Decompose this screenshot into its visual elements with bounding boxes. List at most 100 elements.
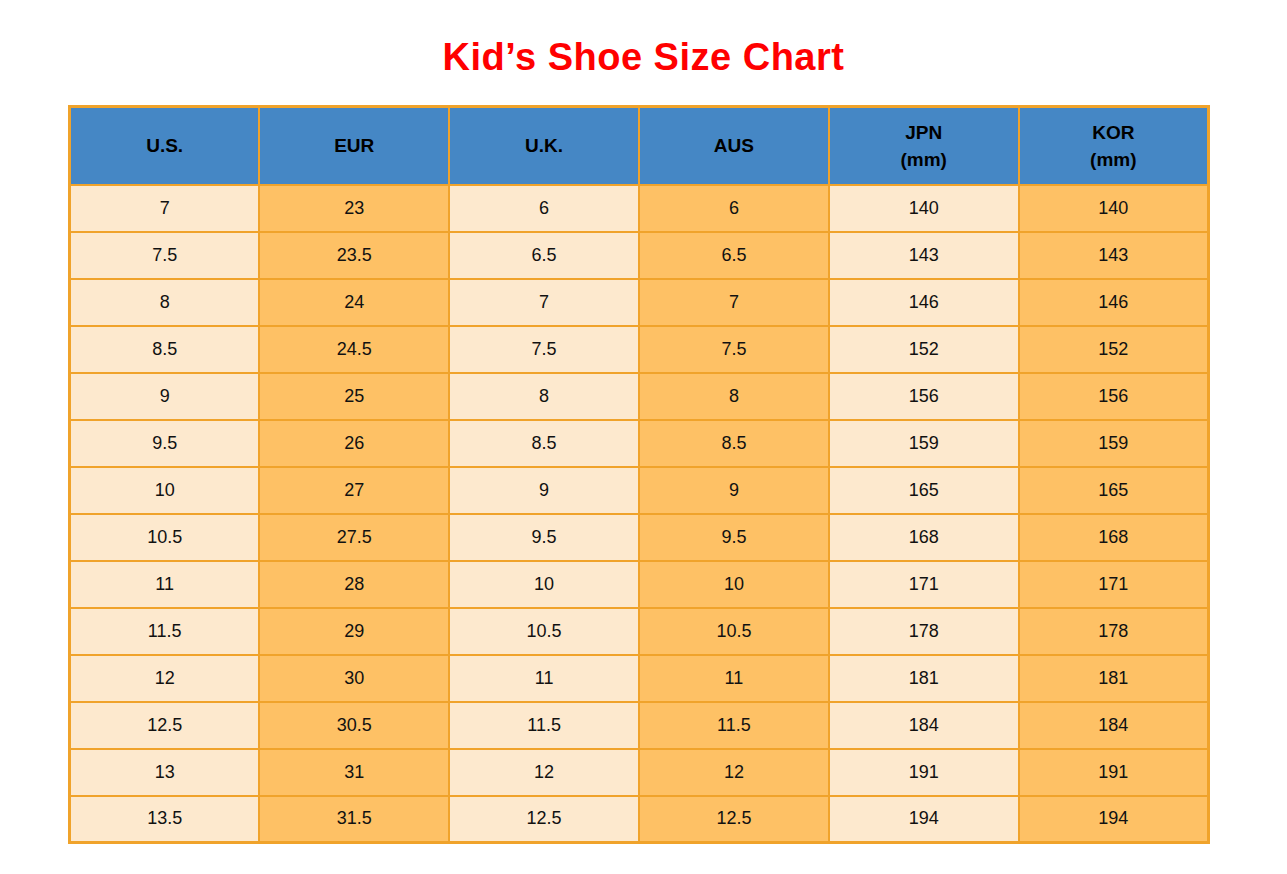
table-cell: 28: [259, 561, 449, 608]
table-cell: 8: [70, 279, 260, 326]
table-cell: 31: [259, 749, 449, 796]
header-cell: JPN(mm): [829, 107, 1019, 185]
table-cell: 12.5: [639, 796, 829, 843]
table-cell: 6.5: [449, 232, 639, 279]
table-cell: 13.5: [70, 796, 260, 843]
table-cell: 181: [1019, 655, 1209, 702]
table-cell: 159: [1019, 420, 1209, 467]
table-cell: 156: [1019, 373, 1209, 420]
table-cell: 191: [829, 749, 1019, 796]
table-cell: 140: [1019, 185, 1209, 232]
header-cell: KOR(mm): [1019, 107, 1209, 185]
table-row: 11.52910.510.5178178: [70, 608, 1209, 655]
table-cell: 178: [1019, 608, 1209, 655]
table-cell: 159: [829, 420, 1019, 467]
table-cell: 10: [639, 561, 829, 608]
table-header: U.S.EURU.K.AUSJPN(mm)KOR(mm): [70, 107, 1209, 185]
table-cell: 143: [1019, 232, 1209, 279]
table-cell: 12.5: [70, 702, 260, 749]
table-cell: 11.5: [70, 608, 260, 655]
table-body: 723661401407.523.56.56.51431438247714614…: [70, 185, 1209, 843]
table-cell: 10: [70, 467, 260, 514]
table-cell: 10: [449, 561, 639, 608]
table-cell: 26: [259, 420, 449, 467]
table-row: 13311212191191: [70, 749, 1209, 796]
table-cell: 30.5: [259, 702, 449, 749]
table-cell: 10.5: [639, 608, 829, 655]
table-cell: 6.5: [639, 232, 829, 279]
table-row: 13.531.512.512.5194194: [70, 796, 1209, 843]
header-cell: EUR: [259, 107, 449, 185]
table-cell: 12: [70, 655, 260, 702]
table-cell: 165: [1019, 467, 1209, 514]
table-cell: 184: [1019, 702, 1209, 749]
table-cell: 140: [829, 185, 1019, 232]
table-cell: 11.5: [639, 702, 829, 749]
header-cell: AUS: [639, 107, 829, 185]
table-cell: 8: [639, 373, 829, 420]
table-cell: 7.5: [639, 326, 829, 373]
table-cell: 23.5: [259, 232, 449, 279]
table-cell: 152: [829, 326, 1019, 373]
table-row: 7.523.56.56.5143143: [70, 232, 1209, 279]
table-row: 9.5268.58.5159159: [70, 420, 1209, 467]
table-cell: 27: [259, 467, 449, 514]
table-cell: 29: [259, 608, 449, 655]
table-row: 82477146146: [70, 279, 1209, 326]
table-cell: 11: [70, 561, 260, 608]
table-cell: 8.5: [70, 326, 260, 373]
table-cell: 171: [829, 561, 1019, 608]
table-cell: 10.5: [449, 608, 639, 655]
table-cell: 11: [639, 655, 829, 702]
table-cell: 191: [1019, 749, 1209, 796]
table-cell: 7.5: [70, 232, 260, 279]
table-cell: 143: [829, 232, 1019, 279]
table-row: 10.527.59.59.5168168: [70, 514, 1209, 561]
table-row: 12.530.511.511.5184184: [70, 702, 1209, 749]
table-cell: 11.5: [449, 702, 639, 749]
table-cell: 9: [639, 467, 829, 514]
table-cell: 146: [829, 279, 1019, 326]
table-cell: 31.5: [259, 796, 449, 843]
table-cell: 11: [449, 655, 639, 702]
table-cell: 184: [829, 702, 1019, 749]
table-cell: 168: [1019, 514, 1209, 561]
table-cell: 8.5: [449, 420, 639, 467]
table-cell: 165: [829, 467, 1019, 514]
table-cell: 12: [639, 749, 829, 796]
table-cell: 7: [449, 279, 639, 326]
table-cell: 9.5: [639, 514, 829, 561]
table-cell: 156: [829, 373, 1019, 420]
table-cell: 23: [259, 185, 449, 232]
table-row: 102799165165: [70, 467, 1209, 514]
table-cell: 7.5: [449, 326, 639, 373]
table-row: 92588156156: [70, 373, 1209, 420]
table-cell: 171: [1019, 561, 1209, 608]
page: Kid’s Shoe Size Chart U.S.EURU.K.AUSJPN(…: [0, 0, 1287, 874]
page-title: Kid’s Shoe Size Chart: [0, 0, 1287, 105]
header-cell: U.S.: [70, 107, 260, 185]
table-cell: 7: [639, 279, 829, 326]
table-row: 8.524.57.57.5152152: [70, 326, 1209, 373]
table-cell: 9: [449, 467, 639, 514]
table-cell: 24: [259, 279, 449, 326]
table-cell: 12: [449, 749, 639, 796]
table-cell: 7: [70, 185, 260, 232]
table-row: 11281010171171: [70, 561, 1209, 608]
table-cell: 6: [449, 185, 639, 232]
table-cell: 168: [829, 514, 1019, 561]
table-row: 12301111181181: [70, 655, 1209, 702]
table-cell: 181: [829, 655, 1019, 702]
table-cell: 9: [70, 373, 260, 420]
shoe-size-table: U.S.EURU.K.AUSJPN(mm)KOR(mm) 72366140140…: [68, 105, 1210, 844]
table-cell: 146: [1019, 279, 1209, 326]
table-cell: 178: [829, 608, 1019, 655]
table-cell: 25: [259, 373, 449, 420]
table-cell: 24.5: [259, 326, 449, 373]
table-cell: 6: [639, 185, 829, 232]
table-header-row: U.S.EURU.K.AUSJPN(mm)KOR(mm): [70, 107, 1209, 185]
table-cell: 194: [829, 796, 1019, 843]
table-cell: 30: [259, 655, 449, 702]
table-cell: 8: [449, 373, 639, 420]
table-cell: 10.5: [70, 514, 260, 561]
